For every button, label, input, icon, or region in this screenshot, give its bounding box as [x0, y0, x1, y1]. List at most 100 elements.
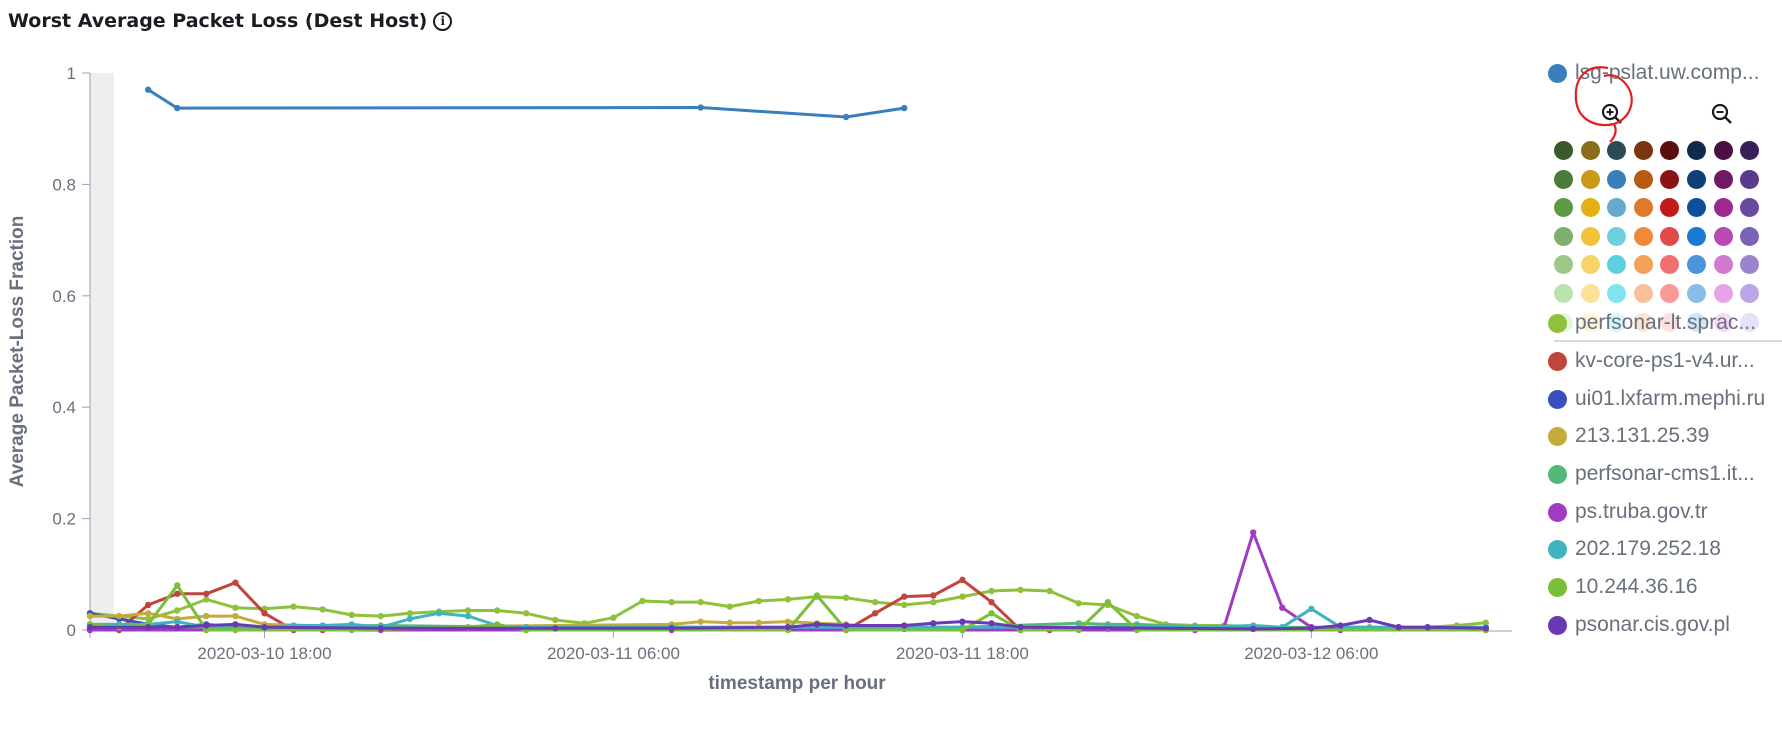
color-swatch[interactable]	[1580, 141, 1600, 160]
color-swatch[interactable]	[1554, 198, 1573, 218]
data-point	[377, 625, 384, 632]
color-swatch[interactable]	[1607, 198, 1627, 218]
legend-item-213-131[interactable]: 213.131.25.39	[1548, 417, 1780, 455]
color-swatch[interactable]	[1660, 141, 1680, 160]
legend-label: kv-core-ps1-v4.ur...	[1575, 349, 1755, 372]
legend-item-perfsonar-lt[interactable]: perfsonar-lt.sprac...	[1548, 304, 1780, 342]
legend-item-kv-core[interactable]: kv-core-ps1-v4.ur...	[1548, 342, 1780, 380]
color-swatch[interactable]	[1607, 141, 1627, 160]
data-point	[290, 603, 297, 610]
color-swatch[interactable]	[1554, 141, 1573, 160]
color-swatch[interactable]	[1660, 169, 1680, 189]
color-swatch[interactable]	[1713, 226, 1733, 246]
color-swatch[interactable]	[1580, 284, 1600, 303]
legend-color-dot	[1548, 502, 1567, 522]
color-swatch[interactable]	[1580, 169, 1600, 189]
color-swatch[interactable]	[1607, 255, 1627, 275]
color-swatch[interactable]	[1607, 312, 1627, 332]
color-swatch[interactable]	[1740, 226, 1760, 246]
color-swatch[interactable]	[1580, 255, 1600, 275]
color-swatch[interactable]	[1660, 198, 1680, 218]
color-swatch[interactable]	[1554, 169, 1573, 189]
color-swatch[interactable]	[1633, 255, 1653, 275]
data-point	[1308, 605, 1315, 613]
data-point	[174, 590, 181, 597]
chart-title-row: Worst Average Packet Loss (Dest Host) i	[8, 6, 453, 36]
color-swatch[interactable]	[1660, 255, 1680, 275]
legend-item-lsg-pslat[interactable]: lsg-pslat.uw.comp...	[1548, 54, 1780, 92]
color-swatch[interactable]	[1633, 312, 1653, 332]
color-swatch[interactable]	[1633, 198, 1653, 218]
color-swatch[interactable]	[1633, 284, 1653, 303]
color-swatch[interactable]	[1660, 226, 1680, 246]
color-swatch[interactable]	[1580, 198, 1600, 218]
color-swatch[interactable]	[1740, 284, 1760, 303]
data-point	[697, 104, 704, 111]
color-swatch[interactable]	[1740, 312, 1760, 332]
color-swatch[interactable]	[1607, 226, 1627, 246]
legend-color-dot	[1548, 389, 1567, 409]
zoom-out-icon[interactable]	[1710, 102, 1734, 126]
legend-divider	[1554, 340, 1782, 342]
color-swatch[interactable]	[1740, 198, 1760, 218]
data-point	[174, 624, 181, 631]
data-point	[842, 113, 850, 121]
color-swatch[interactable]	[1713, 169, 1733, 189]
color-swatch[interactable]	[1740, 169, 1760, 189]
y-tick-label: 0.8	[52, 175, 76, 194]
data-point	[203, 612, 210, 620]
legend-item-ps-truba[interactable]: ps.truba.gov.tr	[1548, 493, 1780, 531]
data-point	[144, 610, 152, 617]
legend-item-202-179[interactable]: 202.179.252.18	[1548, 530, 1780, 568]
color-swatch[interactable]	[1740, 141, 1760, 160]
color-swatch[interactable]	[1713, 255, 1733, 275]
legend-item-ui01[interactable]: ui01.lxfarm.mephi.ru	[1548, 380, 1780, 418]
color-swatch[interactable]	[1580, 312, 1600, 332]
color-swatch[interactable]	[1660, 284, 1680, 303]
legend-item-10-244[interactable]: 10.244.36.16	[1548, 568, 1780, 606]
color-swatch[interactable]	[1713, 198, 1733, 218]
color-swatch[interactable]	[1660, 312, 1680, 332]
y-tick-label: 0	[67, 621, 76, 640]
color-swatch[interactable]	[1713, 312, 1733, 332]
data-point	[261, 624, 268, 631]
color-picker-popover	[1548, 96, 1774, 336]
data-point	[1046, 587, 1053, 595]
color-swatch[interactable]	[1687, 284, 1706, 303]
data-point	[1482, 619, 1490, 626]
color-swatch[interactable]	[1554, 226, 1573, 246]
color-swatch[interactable]	[1607, 284, 1627, 303]
legend-item-perfsonar-cms1[interactable]: perfsonar-cms1.it...	[1548, 455, 1780, 493]
y-tick-label: 0.2	[52, 510, 76, 529]
data-point	[203, 626, 210, 634]
color-swatch[interactable]	[1633, 169, 1653, 189]
color-swatch[interactable]	[1740, 255, 1760, 275]
data-point	[232, 604, 239, 611]
color-swatch[interactable]	[1687, 141, 1706, 160]
color-swatch[interactable]	[1633, 141, 1653, 160]
color-swatch[interactable]	[1713, 141, 1733, 160]
x-tick-label: 2020-03-10 18:00	[197, 644, 331, 663]
data-point	[203, 590, 210, 597]
color-swatch[interactable]	[1687, 312, 1706, 332]
data-point	[668, 625, 675, 632]
data-point	[901, 593, 908, 600]
data-point	[1366, 616, 1373, 624]
legend-item-psonar-cis[interactable]: psonar.cis.gov.pl	[1548, 606, 1780, 644]
color-swatch[interactable]	[1687, 226, 1706, 246]
data-point	[493, 621, 501, 628]
color-swatch[interactable]	[1607, 169, 1627, 189]
color-swatch[interactable]	[1554, 255, 1573, 275]
color-swatch[interactable]	[1687, 255, 1706, 275]
color-swatch[interactable]	[1687, 169, 1706, 189]
color-swatch[interactable]	[1633, 226, 1653, 246]
color-swatch[interactable]	[1713, 284, 1733, 303]
data-point	[144, 601, 152, 609]
color-swatch[interactable]	[1580, 226, 1600, 246]
color-swatch[interactable]	[1554, 284, 1573, 303]
data-point	[901, 104, 908, 112]
data-point	[86, 624, 94, 631]
color-swatch[interactable]	[1687, 198, 1706, 218]
data-point	[988, 620, 995, 627]
info-icon[interactable]: i	[433, 11, 453, 31]
